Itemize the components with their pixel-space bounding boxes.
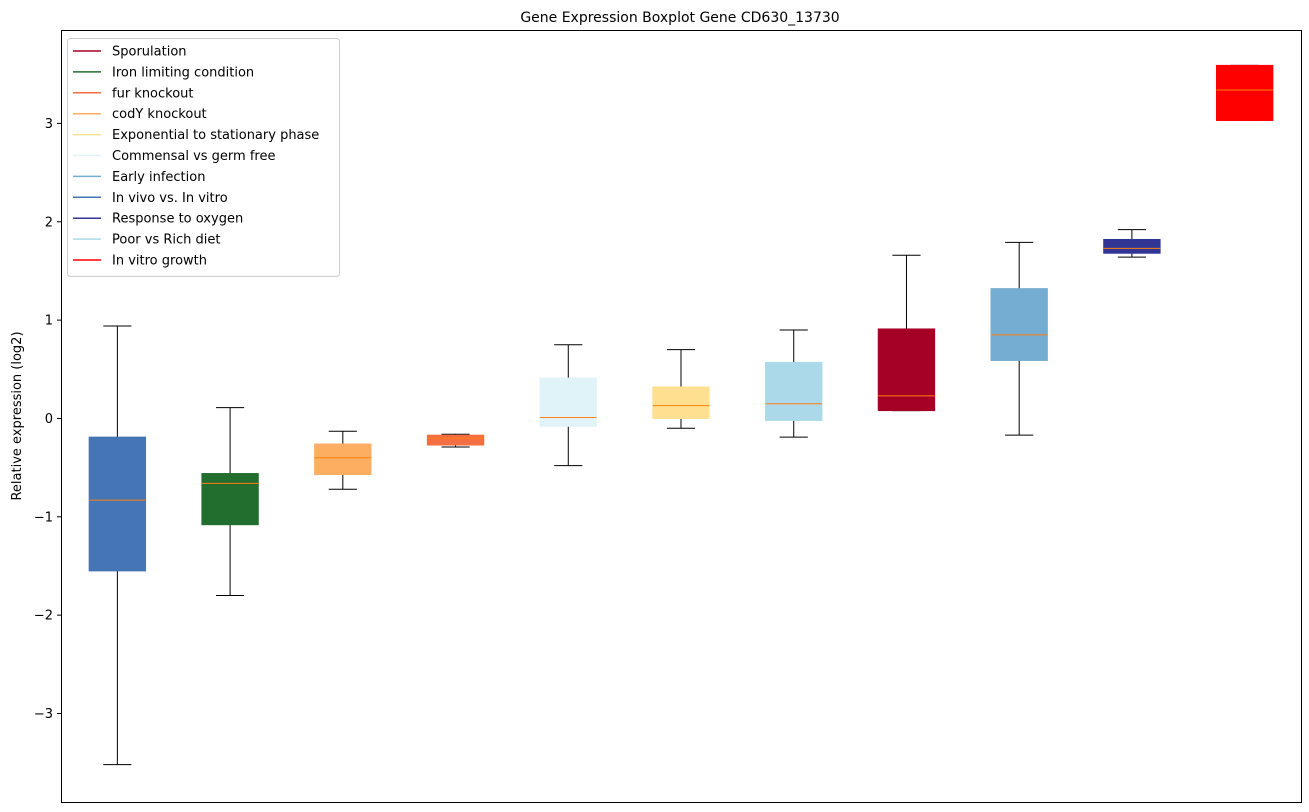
legend-label: In vitro growth xyxy=(112,254,207,269)
legend-label: In vivo vs. In vitro xyxy=(112,191,228,206)
legend-label: codY knockout xyxy=(112,107,207,122)
legend-label: fur knockout xyxy=(112,86,194,101)
box-iqr xyxy=(539,377,597,427)
box-exponential-to-stationary-phase xyxy=(652,349,710,429)
legend-label: Sporulation xyxy=(112,45,187,60)
box-poor-vs-rich-diet xyxy=(765,329,823,438)
legend-item: Early infection xyxy=(73,170,205,185)
y-tick-label: 3 xyxy=(45,117,53,132)
plot-area-frame xyxy=(61,30,1302,803)
box-iqr xyxy=(877,328,936,412)
box-response-to-oxygen xyxy=(1103,229,1161,258)
box-in-vivo-vs-in-vitro xyxy=(88,325,147,766)
legend-item: In vitro growth xyxy=(73,254,207,269)
legend-item: Response to oxygen xyxy=(73,212,243,227)
box-early-infection xyxy=(990,241,1048,436)
legend-label: Response to oxygen xyxy=(112,212,243,227)
box-iqr xyxy=(990,288,1048,361)
box-iqr xyxy=(426,434,485,446)
legend-item: Sporulation xyxy=(73,45,187,60)
legend-item: fur knockout xyxy=(73,86,194,101)
box-iqr xyxy=(314,443,372,476)
legend-item: In vivo vs. In vitro xyxy=(73,191,228,206)
y-axis-label: Relative expression (log2) xyxy=(10,331,25,500)
legend-frame xyxy=(67,38,340,277)
y-tick-label: −1 xyxy=(34,510,53,525)
boxes-group xyxy=(88,64,1274,766)
box-iqr xyxy=(1215,64,1274,121)
legend-label: Iron limiting condition xyxy=(112,65,254,80)
legend-label: Poor vs Rich diet xyxy=(112,233,220,248)
box-fur-knockout xyxy=(426,433,485,448)
box-iqr xyxy=(201,473,259,526)
box-iqr xyxy=(652,386,710,419)
y-tick-label: 1 xyxy=(45,314,53,329)
box-commensal-vs-germ-free xyxy=(539,344,597,467)
y-tick-label: 0 xyxy=(45,412,53,427)
box-in-vitro-growth xyxy=(1215,64,1274,121)
y-tick-label: 2 xyxy=(45,215,53,230)
chart-title: Gene Expression Boxplot Gene CD630_13730 xyxy=(520,10,839,26)
legend-label: Early infection xyxy=(112,170,205,185)
legend: Sporulation Iron limiting condition fur kn… xyxy=(67,38,340,277)
box-iqr xyxy=(765,361,823,421)
legend-item: Iron limiting condition xyxy=(73,65,254,80)
box-sporulation xyxy=(877,254,936,412)
box-cody-knockout xyxy=(314,430,372,490)
box-iron-limiting-condition xyxy=(201,407,259,596)
y-tick-label: −2 xyxy=(34,609,53,624)
legend-item: Poor vs Rich diet xyxy=(73,233,220,248)
legend-item: Exponential to stationary phase xyxy=(73,128,319,143)
legend-item: codY knockout xyxy=(73,107,207,122)
y-axis: −3 −2 −1 0 1 2 3 xyxy=(34,117,61,722)
legend-label: Commensal vs germ free xyxy=(112,149,275,164)
legend-label: Exponential to stationary phase xyxy=(112,128,319,143)
y-tick-label: −3 xyxy=(34,707,53,722)
box-iqr xyxy=(88,436,147,572)
legend-item: Commensal vs germ free xyxy=(73,149,275,164)
box-iqr xyxy=(1103,238,1161,254)
